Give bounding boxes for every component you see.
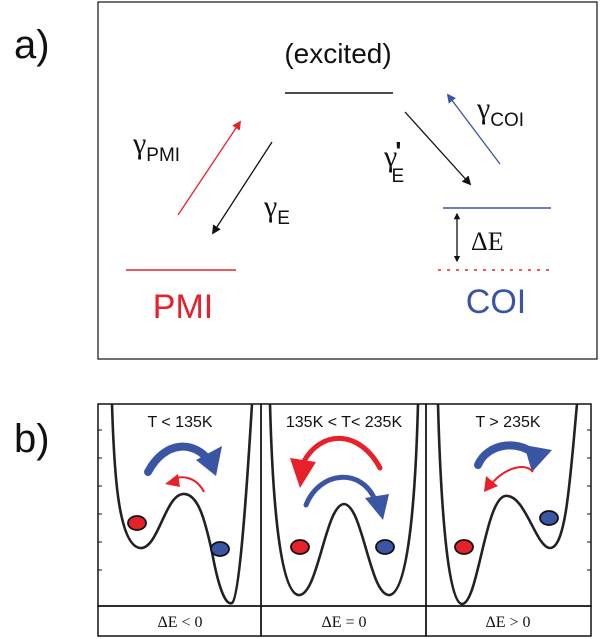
gamma-symbol: γ <box>476 92 490 125</box>
blue-hop-arrow-2 <box>303 474 378 508</box>
gamma-e-prime-arrow <box>404 111 472 186</box>
blue-hop-arrowhead-2 <box>365 494 389 520</box>
red-hop-arrowhead-1 <box>165 474 180 487</box>
prime-mark: ' <box>395 136 401 166</box>
panel-a-label: a) <box>14 23 50 67</box>
gamma-coi-subscript: COI <box>490 110 524 131</box>
gamma-pmi-arrow <box>177 120 242 216</box>
potential-curve-1 <box>110 403 254 605</box>
gamma-symbol: γ <box>132 127 146 160</box>
blue-particle-3 <box>539 510 559 526</box>
delta-label-2: ΔE = 0 <box>321 614 366 631</box>
coi-label: COI <box>466 283 526 321</box>
red-hop-arrowhead-2 <box>290 458 316 488</box>
excited-label: (excited) <box>284 38 391 69</box>
gamma-pmi-label: γPMI <box>132 127 180 166</box>
subpanel-frame-1 <box>97 403 262 607</box>
panel-b-frames <box>97 403 592 637</box>
temp-label-2: 135K < T< 235K <box>286 414 403 431</box>
delta-row-frame-3 <box>425 605 592 637</box>
blue-hop-arrowhead-3 <box>524 445 552 472</box>
gamma-symbol: γ <box>263 190 277 223</box>
temp-label-3: T > 235K <box>475 414 540 431</box>
temp-label-1: T < 135K <box>147 414 212 431</box>
panel-b-label: b) <box>14 417 50 461</box>
gamma-e-subscript: E <box>277 208 290 229</box>
red-hop-arrowhead-3 <box>484 476 498 492</box>
red-hop-arrow-3 <box>492 466 534 483</box>
potential-curve-3 <box>436 403 579 606</box>
tick-marks <box>98 429 591 571</box>
blue-particle-2 <box>375 539 395 555</box>
gamma-e-label: γE <box>263 190 290 229</box>
red-particle-1 <box>127 515 147 531</box>
gamma-e-arrow <box>212 141 273 235</box>
gamma-symbol: γ <box>383 140 397 173</box>
gamma-e-prime-subscript: E <box>391 166 404 187</box>
delta-label-3: ΔE > 0 <box>485 614 530 631</box>
blue-particle-1 <box>210 541 230 557</box>
gamma-coi-arrow <box>446 93 501 165</box>
red-particle-3 <box>454 539 474 555</box>
panel-a-frame <box>97 1 598 360</box>
pmi-label: PMI <box>153 288 213 326</box>
gamma-pmi-subscript: PMI <box>146 145 180 166</box>
delta-label-1: ΔE < 0 <box>157 614 202 631</box>
red-hop-arrow-2 <box>299 435 383 471</box>
potential-curve-2 <box>268 403 420 597</box>
gamma-e-prime-label: γ' E <box>383 136 404 187</box>
blue-hop-arrowhead-1 <box>196 446 222 476</box>
red-particle-2 <box>290 539 310 555</box>
gamma-coi-label: γCOI <box>476 92 524 131</box>
delta-e-label: ΔE <box>471 227 504 256</box>
